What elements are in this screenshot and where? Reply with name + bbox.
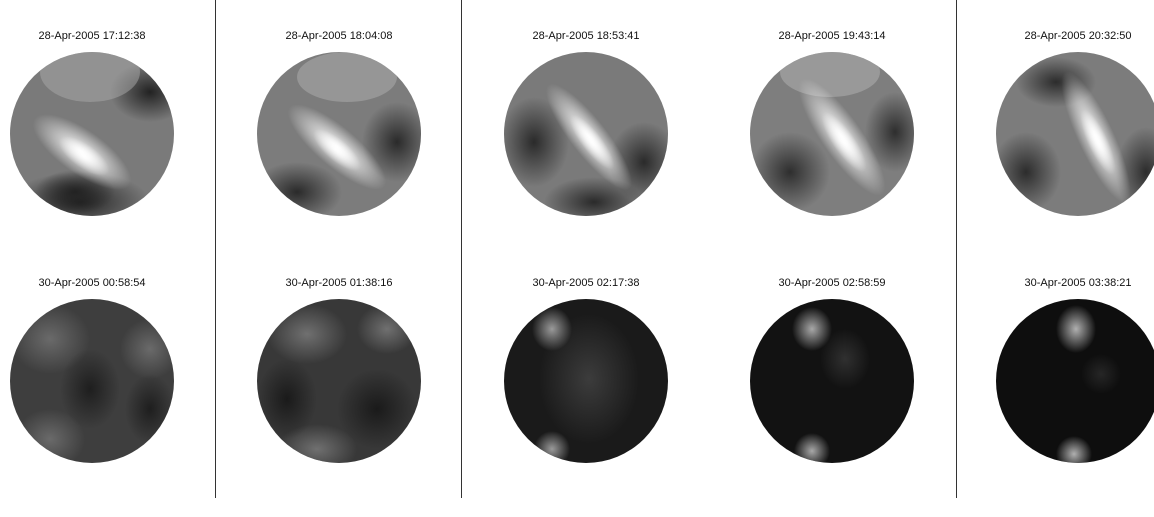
sky-image-panel: 28-Apr-2005 18:04:08: [239, 30, 439, 270]
divider-3: [956, 0, 957, 498]
sky-image-panel: 28-Apr-2005 17:12:38: [0, 30, 192, 270]
sky-image-panel: 30-Apr-2005 02:17:38: [486, 277, 686, 517]
sky-disc-image: [996, 299, 1154, 463]
divider-1: [215, 0, 216, 498]
panel-timestamp: 28-Apr-2005 19:43:14: [778, 30, 886, 42]
panel-timestamp: 28-Apr-2005 20:32:50: [1024, 30, 1132, 42]
panel-timestamp: 28-Apr-2005 18:53:41: [532, 30, 640, 42]
panel-timestamp: 30-Apr-2005 02:58:59: [778, 277, 886, 289]
sky-disc-image: [257, 52, 421, 216]
sky-image-panel: 30-Apr-2005 03:38:21: [978, 277, 1154, 517]
panel-timestamp: 30-Apr-2005 03:38:21: [1024, 277, 1132, 289]
sky-disc-image: [996, 52, 1154, 216]
sky-disc-image: [750, 299, 914, 463]
sky-disc-image: [10, 52, 174, 216]
panel-timestamp: 30-Apr-2005 01:38:16: [285, 277, 393, 289]
sky-disc-image: [10, 299, 174, 463]
panel-timestamp: 30-Apr-2005 02:17:38: [532, 277, 640, 289]
sky-image-panel: 28-Apr-2005 18:53:41: [486, 30, 686, 270]
sky-image-panel: 30-Apr-2005 02:58:59: [732, 277, 932, 517]
sky-image-panel: 30-Apr-2005 01:38:16: [239, 277, 439, 517]
sky-disc-image: [750, 52, 914, 216]
panel-timestamp: 28-Apr-2005 17:12:38: [38, 30, 146, 42]
sky-image-panel: 30-Apr-2005 00:58:54: [0, 277, 192, 517]
sky-disc-image: [504, 299, 668, 463]
panel-timestamp: 30-Apr-2005 00:58:54: [38, 277, 146, 289]
panel-timestamp: 28-Apr-2005 18:04:08: [285, 30, 393, 42]
sky-disc-image: [504, 52, 668, 216]
sky-image-panel: 28-Apr-2005 19:43:14: [732, 30, 932, 270]
divider-2: [461, 0, 462, 498]
sky-disc-image: [257, 299, 421, 463]
sky-image-panel: 28-Apr-2005 20:32:50: [978, 30, 1154, 270]
